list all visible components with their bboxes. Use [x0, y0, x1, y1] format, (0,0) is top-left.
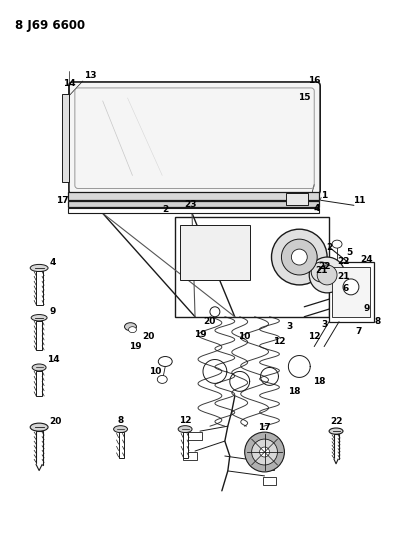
- Ellipse shape: [245, 432, 284, 472]
- Text: 6: 6: [343, 285, 349, 293]
- Polygon shape: [36, 465, 42, 471]
- Text: 20: 20: [142, 332, 154, 341]
- Bar: [36, 320, 42, 350]
- Text: 18: 18: [313, 377, 326, 386]
- Text: 12: 12: [308, 332, 320, 341]
- Text: 11: 11: [353, 196, 365, 205]
- Text: 8: 8: [118, 416, 124, 425]
- Text: 17: 17: [56, 196, 68, 205]
- Bar: [36, 431, 43, 465]
- Ellipse shape: [157, 375, 167, 383]
- Bar: [262, 477, 276, 485]
- Ellipse shape: [178, 426, 192, 433]
- Bar: [68, 208, 319, 213]
- Bar: [183, 432, 188, 458]
- Text: 5: 5: [346, 247, 352, 256]
- Bar: [334, 434, 339, 459]
- Text: 2: 2: [162, 205, 168, 214]
- Text: 22: 22: [318, 262, 330, 271]
- Text: 7: 7: [356, 327, 362, 336]
- Ellipse shape: [311, 262, 331, 282]
- Ellipse shape: [158, 357, 172, 367]
- Text: 13: 13: [84, 71, 97, 80]
- Ellipse shape: [128, 327, 136, 333]
- Bar: [260, 462, 274, 470]
- Bar: [62, 94, 69, 182]
- FancyBboxPatch shape: [69, 82, 320, 195]
- Polygon shape: [334, 459, 338, 464]
- Ellipse shape: [210, 307, 220, 317]
- Bar: [36, 370, 42, 397]
- Bar: [188, 432, 202, 440]
- Text: 14: 14: [63, 79, 75, 88]
- Text: 22: 22: [330, 417, 342, 426]
- Text: 4: 4: [50, 257, 56, 266]
- Bar: [180, 225, 250, 280]
- Text: 9: 9: [364, 304, 370, 313]
- Text: 21: 21: [338, 272, 350, 281]
- Text: 19: 19: [129, 342, 142, 351]
- Ellipse shape: [30, 423, 48, 431]
- Bar: [332, 267, 370, 317]
- Text: 21: 21: [315, 266, 328, 276]
- Text: 4: 4: [314, 204, 320, 213]
- Text: 8: 8: [375, 317, 381, 326]
- Ellipse shape: [114, 426, 128, 433]
- Text: 18: 18: [288, 387, 300, 396]
- Text: 19: 19: [194, 330, 206, 339]
- Text: 1: 1: [321, 191, 327, 200]
- Text: 14: 14: [47, 355, 59, 364]
- Bar: [175, 217, 329, 317]
- Ellipse shape: [31, 314, 47, 321]
- Text: 10: 10: [238, 332, 251, 341]
- Bar: [68, 201, 319, 207]
- Ellipse shape: [317, 265, 337, 285]
- Text: 12: 12: [179, 416, 191, 425]
- Ellipse shape: [329, 428, 343, 434]
- Bar: [329, 262, 374, 322]
- Text: 24: 24: [360, 255, 373, 263]
- Text: 3: 3: [286, 322, 292, 331]
- Ellipse shape: [343, 279, 359, 295]
- Text: 23: 23: [184, 200, 196, 209]
- Text: 2: 2: [326, 243, 332, 252]
- Ellipse shape: [309, 257, 345, 293]
- Ellipse shape: [332, 240, 342, 248]
- Text: 9: 9: [50, 307, 56, 316]
- Text: 10: 10: [149, 367, 162, 376]
- Bar: [183, 452, 197, 460]
- Text: 20: 20: [204, 317, 216, 326]
- Text: 16: 16: [308, 76, 320, 85]
- Bar: [286, 193, 308, 205]
- Bar: [36, 271, 43, 305]
- Text: 8 J69 6600: 8 J69 6600: [15, 19, 86, 33]
- Ellipse shape: [30, 264, 48, 272]
- Text: 12: 12: [273, 337, 286, 346]
- Ellipse shape: [124, 322, 136, 330]
- Text: 22: 22: [337, 256, 349, 265]
- Text: 17: 17: [258, 423, 271, 432]
- Ellipse shape: [291, 249, 307, 265]
- Text: 15: 15: [298, 93, 310, 102]
- Bar: [118, 432, 124, 458]
- Ellipse shape: [260, 447, 270, 457]
- Ellipse shape: [252, 439, 278, 465]
- Bar: [68, 192, 319, 200]
- Text: 20: 20: [49, 417, 61, 426]
- Ellipse shape: [32, 364, 46, 371]
- Ellipse shape: [272, 229, 327, 285]
- Ellipse shape: [282, 239, 317, 275]
- Text: 3: 3: [321, 320, 327, 329]
